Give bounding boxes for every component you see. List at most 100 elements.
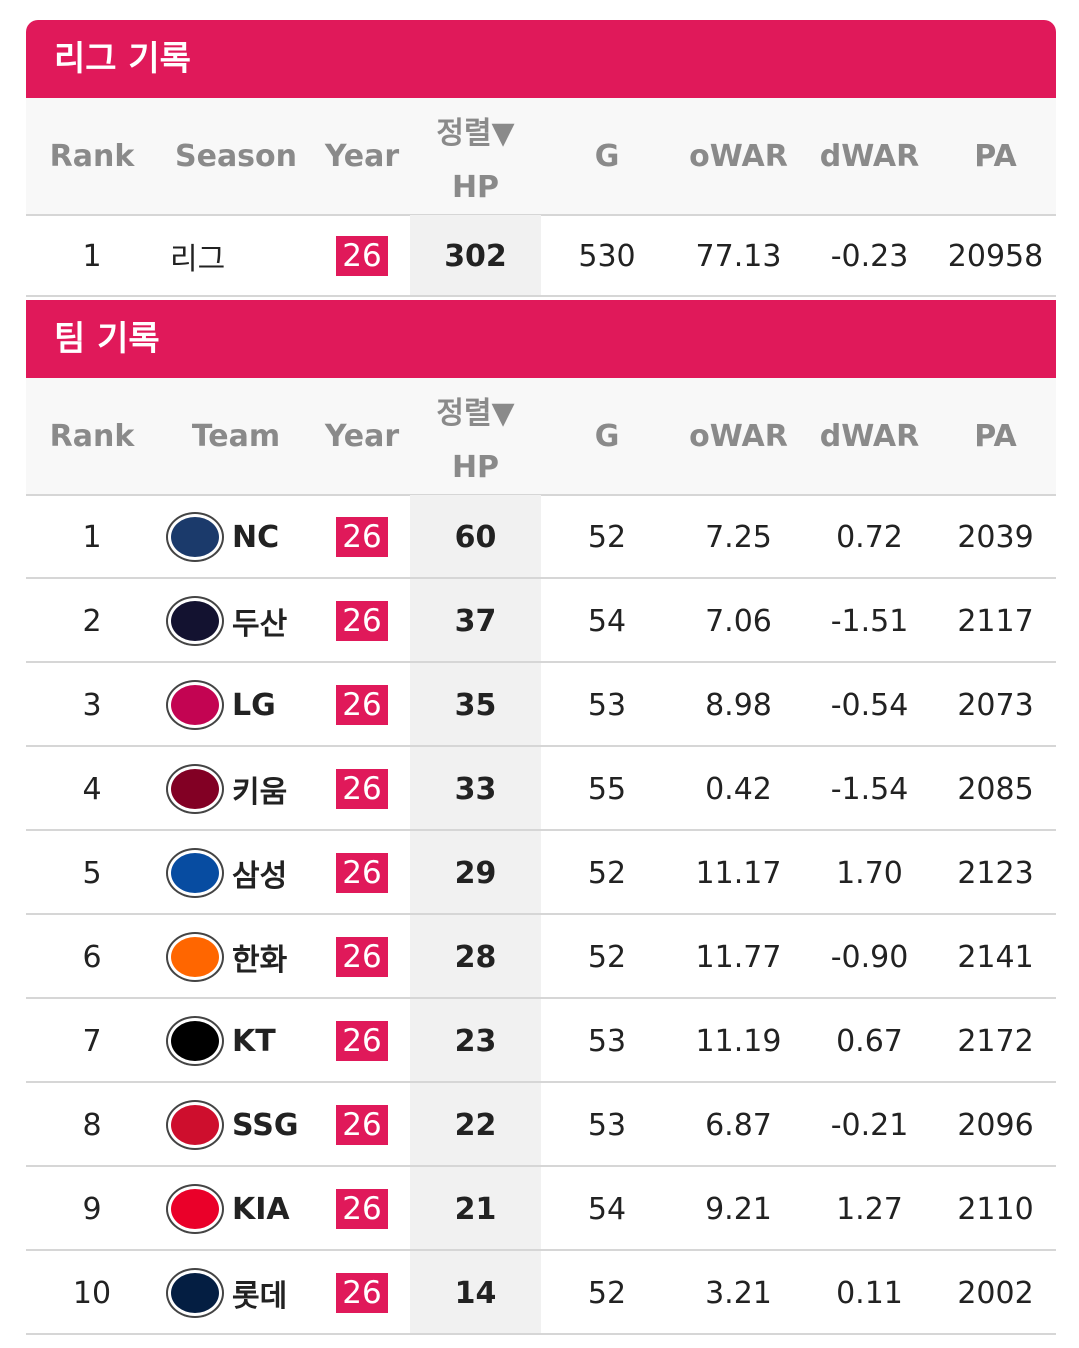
team-cell: 롯데 bbox=[158, 1251, 314, 1335]
sort-toggle[interactable]: 정렬▼ bbox=[436, 396, 515, 431]
column-label: Team bbox=[191, 419, 281, 454]
table-cell: -0.54 bbox=[830, 687, 909, 723]
row-divider bbox=[26, 494, 1056, 496]
team-name: KT bbox=[232, 1023, 276, 1059]
table-cell: 52 bbox=[587, 939, 627, 975]
year-cell: 26 bbox=[314, 999, 410, 1083]
table-cell: 21 bbox=[410, 1167, 541, 1251]
table-cell: -1.51 bbox=[830, 603, 909, 639]
row-divider bbox=[26, 913, 1056, 915]
year-cell: 26 bbox=[314, 495, 410, 579]
team-logo bbox=[168, 1186, 222, 1232]
row-divider bbox=[26, 661, 1056, 663]
table-cell: 53 bbox=[587, 1023, 627, 1059]
year-badge: 26 bbox=[336, 1273, 388, 1313]
table-cell: 2096 bbox=[957, 1107, 1034, 1143]
column-header[interactable]: 정렬▼ HP bbox=[410, 98, 541, 215]
table-cell: 6 bbox=[82, 939, 102, 975]
table-cell: 2172 bbox=[957, 1023, 1034, 1059]
column-header[interactable]: 정렬▼ HP bbox=[410, 378, 541, 495]
table-cell: 4 bbox=[82, 771, 102, 807]
section-title: 리그 기록 bbox=[26, 20, 1056, 98]
column-label: G bbox=[594, 419, 620, 454]
table-cell: 53 bbox=[587, 1107, 627, 1143]
year-badge: 26 bbox=[336, 1189, 388, 1229]
column-label: G bbox=[594, 139, 620, 174]
column-header: oWAR bbox=[673, 378, 804, 495]
table-cell: 9 bbox=[82, 1191, 102, 1227]
year-badge: 26 bbox=[336, 769, 388, 809]
team-name: LG bbox=[232, 687, 276, 723]
team-name: 삼성 bbox=[232, 859, 288, 894]
row-divider bbox=[26, 997, 1056, 999]
row-divider bbox=[26, 1165, 1056, 1167]
column-label: PA bbox=[974, 139, 1017, 174]
table-cell: 5 bbox=[82, 855, 102, 891]
year-badge: 26 bbox=[336, 1105, 388, 1145]
team-logo bbox=[168, 514, 222, 560]
table-cell: 2110 bbox=[957, 1191, 1034, 1227]
table-cell: 2141 bbox=[957, 939, 1034, 975]
column-label: oWAR bbox=[689, 139, 788, 174]
table-cell: 8 bbox=[82, 1107, 102, 1143]
team-logo bbox=[168, 1270, 222, 1316]
year-badge: 26 bbox=[336, 517, 388, 557]
year-cell: 26 bbox=[314, 1167, 410, 1251]
table-cell: 0.72 bbox=[836, 519, 903, 555]
table-cell: 2117 bbox=[957, 603, 1034, 639]
table-cell: 2002 bbox=[957, 1275, 1034, 1311]
year-badge: 26 bbox=[336, 601, 388, 641]
table-cell: 52 bbox=[587, 855, 627, 891]
year-cell: 26 bbox=[314, 579, 410, 663]
table-cell: 1 bbox=[82, 519, 102, 555]
table-cell: -1.54 bbox=[830, 771, 909, 807]
team-logo bbox=[168, 934, 222, 980]
table-cell: 52 bbox=[587, 1275, 627, 1311]
year-cell: 26 bbox=[314, 1251, 410, 1335]
team-name: 키움 bbox=[232, 775, 288, 810]
table-cell: 20958 bbox=[947, 238, 1044, 274]
column-label: Season bbox=[174, 139, 298, 174]
column-header: G bbox=[541, 378, 673, 495]
year-badge: 26 bbox=[336, 853, 388, 893]
table-cell: 35 bbox=[410, 663, 541, 747]
team-cell: KIA bbox=[158, 1167, 314, 1251]
team-logo bbox=[168, 1018, 222, 1064]
table-cell: 1.27 bbox=[836, 1191, 903, 1227]
table-cell: 302 bbox=[410, 215, 541, 297]
team-cell: KT bbox=[158, 999, 314, 1083]
column-header: G bbox=[541, 98, 673, 215]
team-cell: LG bbox=[158, 663, 314, 747]
year-badge: 26 bbox=[336, 236, 388, 276]
team-name: 롯데 bbox=[232, 1279, 288, 1314]
row-divider bbox=[26, 295, 1056, 297]
table-cell: 77.13 bbox=[695, 238, 782, 274]
column-header: Year bbox=[314, 378, 410, 495]
table-cell: 3 bbox=[82, 687, 102, 723]
team-cell: NC bbox=[158, 495, 314, 579]
column-label: dWAR bbox=[819, 139, 920, 174]
column-label: Year bbox=[324, 419, 400, 454]
team-logo bbox=[168, 766, 222, 812]
table-cell: 0.42 bbox=[705, 771, 772, 807]
column-header: Year bbox=[314, 98, 410, 215]
column-header: PA bbox=[935, 378, 1056, 495]
team-logo bbox=[168, 682, 222, 728]
column-label: Year bbox=[324, 139, 400, 174]
team-name: 두산 bbox=[232, 607, 288, 642]
table-cell: 28 bbox=[410, 915, 541, 999]
table-cell: 6.87 bbox=[705, 1107, 772, 1143]
table-cell: 2123 bbox=[957, 855, 1034, 891]
column-header: Season bbox=[158, 98, 314, 215]
table-cell: 22 bbox=[410, 1083, 541, 1167]
table-cell: 55 bbox=[587, 771, 627, 807]
table-cell: 8.98 bbox=[705, 687, 772, 723]
table-cell: 53 bbox=[587, 687, 627, 723]
sort-toggle[interactable]: 정렬▼ bbox=[436, 116, 515, 151]
column-header: Rank bbox=[26, 378, 158, 495]
table-cell: 52 bbox=[587, 519, 627, 555]
table-cell: 1.70 bbox=[836, 855, 903, 891]
table-cell: 0.67 bbox=[836, 1023, 903, 1059]
row-divider bbox=[26, 577, 1056, 579]
